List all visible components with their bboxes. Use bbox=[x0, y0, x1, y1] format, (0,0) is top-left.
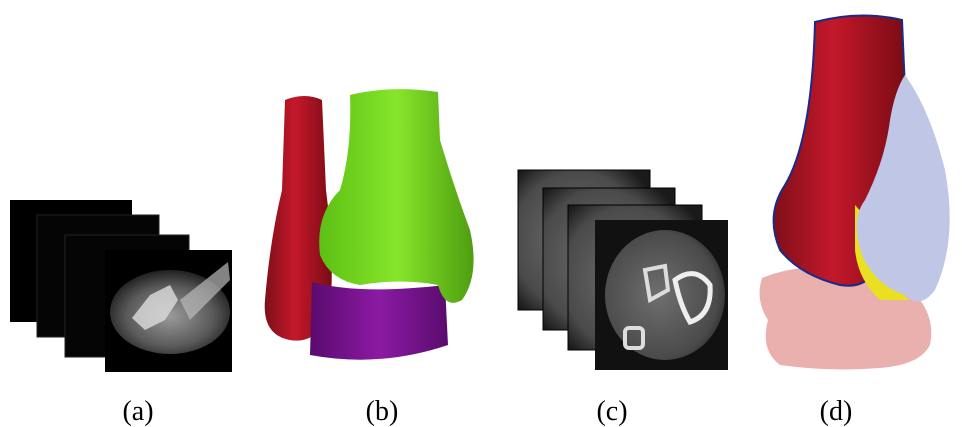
panel-label: (c) bbox=[596, 396, 627, 427]
panel-d-image bbox=[760, 15, 950, 369]
panel-label: (b) bbox=[366, 396, 399, 427]
panel-b-image bbox=[265, 89, 474, 360]
panel-label: (d) bbox=[820, 396, 853, 427]
panel-label: (a) bbox=[122, 396, 153, 427]
bone-tibia bbox=[319, 89, 473, 303]
figure: (a) (b) (c) (d) bbox=[0, 0, 962, 427]
bone-talus bbox=[310, 282, 448, 360]
page: (a) (b) (c) (d) (() => { const data = JS… bbox=[0, 0, 962, 427]
panel-c-image bbox=[518, 170, 728, 370]
panel-a-image bbox=[10, 200, 232, 372]
